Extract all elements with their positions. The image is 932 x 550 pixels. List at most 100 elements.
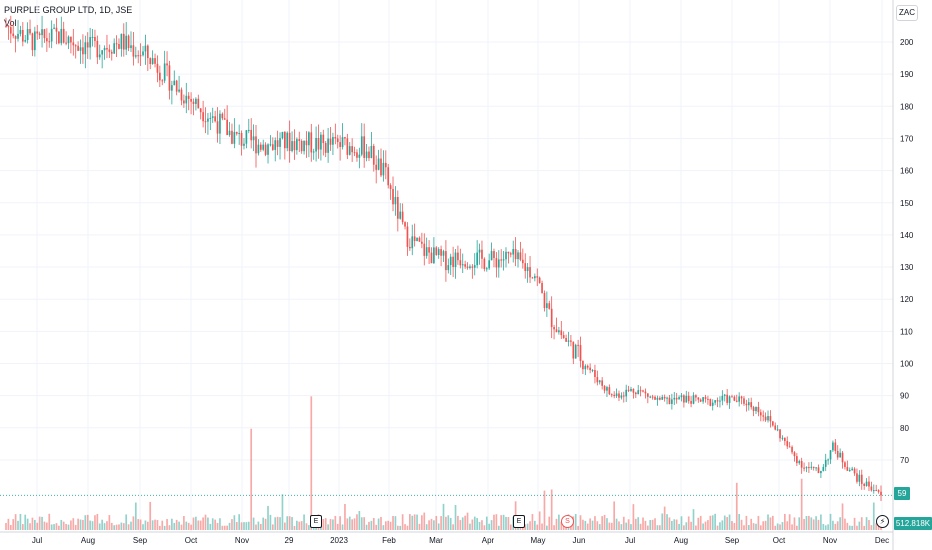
- candle-body: [139, 55, 142, 57]
- candle-body: [601, 380, 603, 386]
- earnings-icon[interactable]: E: [310, 515, 322, 528]
- candle-body: [43, 29, 46, 39]
- volume-bar: [240, 522, 243, 530]
- volume-bar: [459, 520, 462, 530]
- volume-bar: [798, 517, 801, 530]
- volume-bar: [103, 523, 106, 530]
- candle-body: [473, 265, 476, 268]
- candle-body: [553, 327, 555, 330]
- x-tick-label: Dec: [875, 536, 889, 545]
- candle-body: [490, 251, 493, 261]
- candle-body: [759, 412, 762, 416]
- volume-bar: [570, 524, 572, 530]
- volume-bar: [577, 525, 579, 530]
- volume-bar: [445, 516, 447, 530]
- candle-body: [17, 33, 19, 39]
- volume-bar: [851, 525, 853, 530]
- candle-body: [259, 144, 262, 150]
- volume-bar: [832, 520, 834, 530]
- volume-bar: [310, 396, 313, 530]
- symbol-title[interactable]: PURPLE GROUP LTD, 1D, JSE: [4, 5, 133, 15]
- candle-body: [841, 452, 844, 463]
- candle-body: [507, 251, 510, 254]
- candle-body: [180, 89, 183, 101]
- volume-bar: [72, 518, 75, 530]
- candle-body: [493, 251, 495, 259]
- candle-body: [836, 450, 839, 458]
- x-tick-label: Apr: [482, 536, 495, 545]
- volume-bar: [858, 521, 861, 530]
- candle-body: [375, 164, 378, 170]
- candle-body: [199, 108, 202, 113]
- candle-body: [101, 50, 103, 55]
- candle-body: [334, 137, 337, 139]
- volume-bar: [151, 520, 154, 530]
- candle-body: [798, 461, 801, 464]
- earnings-icon[interactable]: E: [513, 515, 525, 528]
- candle-body: [832, 442, 834, 451]
- split-icon[interactable]: S: [561, 515, 574, 528]
- candle-body: [310, 132, 313, 153]
- volume-bar: [820, 514, 822, 530]
- candle-body: [613, 394, 616, 397]
- candle-body: [649, 396, 652, 398]
- volume-bar: [574, 513, 577, 530]
- volume-bar: [598, 524, 601, 530]
- candle-body: [709, 399, 712, 406]
- volume-bar: [296, 520, 298, 530]
- candle-body: [625, 389, 628, 397]
- volume-bar: [257, 521, 260, 530]
- volume-bar: [19, 513, 22, 530]
- volume-bar: [649, 520, 652, 530]
- y-tick-label: 70: [900, 456, 909, 465]
- volume-bar: [26, 518, 29, 530]
- volume-bar: [661, 513, 664, 530]
- candle-body: [154, 58, 156, 64]
- volume-bar: [481, 520, 483, 530]
- currency-label[interactable]: ZAC: [896, 5, 918, 21]
- candle-body: [118, 44, 120, 49]
- candle-body: [668, 397, 671, 404]
- volume-bar: [461, 517, 464, 530]
- flash-icon[interactable]: ⚡: [876, 515, 889, 528]
- candle-body: [735, 400, 738, 402]
- volume-bar: [671, 520, 673, 530]
- volume-label[interactable]: Vol: [4, 18, 17, 28]
- candle-body: [608, 387, 611, 395]
- candle-body: [228, 130, 231, 136]
- candle-body: [615, 393, 618, 397]
- candle-body: [774, 425, 777, 430]
- candle-body: [509, 253, 512, 255]
- candle-body: [84, 42, 87, 55]
- volume-bar: [368, 521, 370, 530]
- candle-body: [512, 249, 515, 255]
- candle-body: [743, 398, 745, 404]
- volume-bar: [195, 516, 197, 530]
- volume-bar: [130, 521, 132, 530]
- candle-body: [235, 131, 238, 134]
- volume-bar: [625, 522, 628, 530]
- volume-bar: [637, 517, 640, 530]
- volume-bar: [594, 516, 596, 530]
- volume-bar: [714, 513, 716, 530]
- volume-bar: [728, 514, 731, 530]
- volume-bar: [134, 502, 137, 530]
- volume-bar: [721, 520, 724, 530]
- volume-bar: [536, 524, 539, 530]
- candle-body: [305, 140, 308, 146]
- candle-body: [728, 396, 731, 403]
- candle-body: [387, 167, 390, 186]
- volume-bar: [642, 517, 644, 530]
- volume-bar: [127, 524, 130, 530]
- candle-body: [389, 185, 392, 190]
- candle-body: [618, 393, 620, 398]
- candle-body: [197, 98, 200, 109]
- candle-body: [137, 55, 140, 57]
- candle-body: [603, 385, 606, 391]
- candle-body: [144, 45, 147, 52]
- volume-bar: [618, 521, 620, 530]
- candle-body: [344, 137, 346, 139]
- candle-body: [423, 243, 426, 256]
- volume-bar: [271, 524, 274, 530]
